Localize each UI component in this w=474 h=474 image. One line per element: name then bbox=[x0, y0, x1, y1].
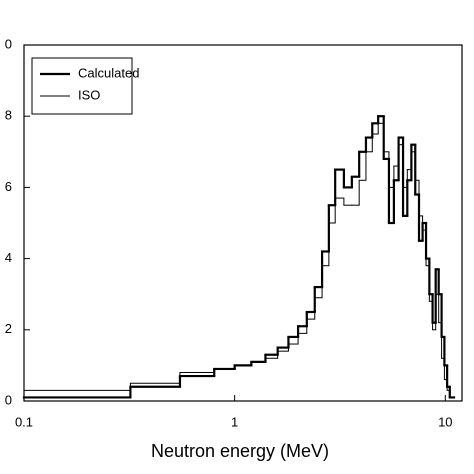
y-tick-label: 8 bbox=[5, 108, 12, 123]
y-tick-label: 4 bbox=[5, 250, 12, 265]
x-tick-label: 10 bbox=[438, 414, 452, 429]
y-tick-label: 0 bbox=[5, 392, 12, 407]
plot-frame bbox=[23, 44, 463, 402]
x-tick-label: 1 bbox=[231, 414, 238, 429]
y-tick-label: 2 bbox=[5, 321, 12, 336]
x-axis-label: Neutron energy (MeV) bbox=[151, 441, 329, 461]
y-tick-label: 0 bbox=[5, 36, 12, 51]
legend-box bbox=[31, 57, 133, 115]
legend-label: Calculated bbox=[78, 65, 139, 80]
x-tick-label: 0.1 bbox=[15, 414, 33, 429]
legend-label: ISO bbox=[78, 87, 100, 102]
y-tick-label: 6 bbox=[5, 179, 12, 194]
